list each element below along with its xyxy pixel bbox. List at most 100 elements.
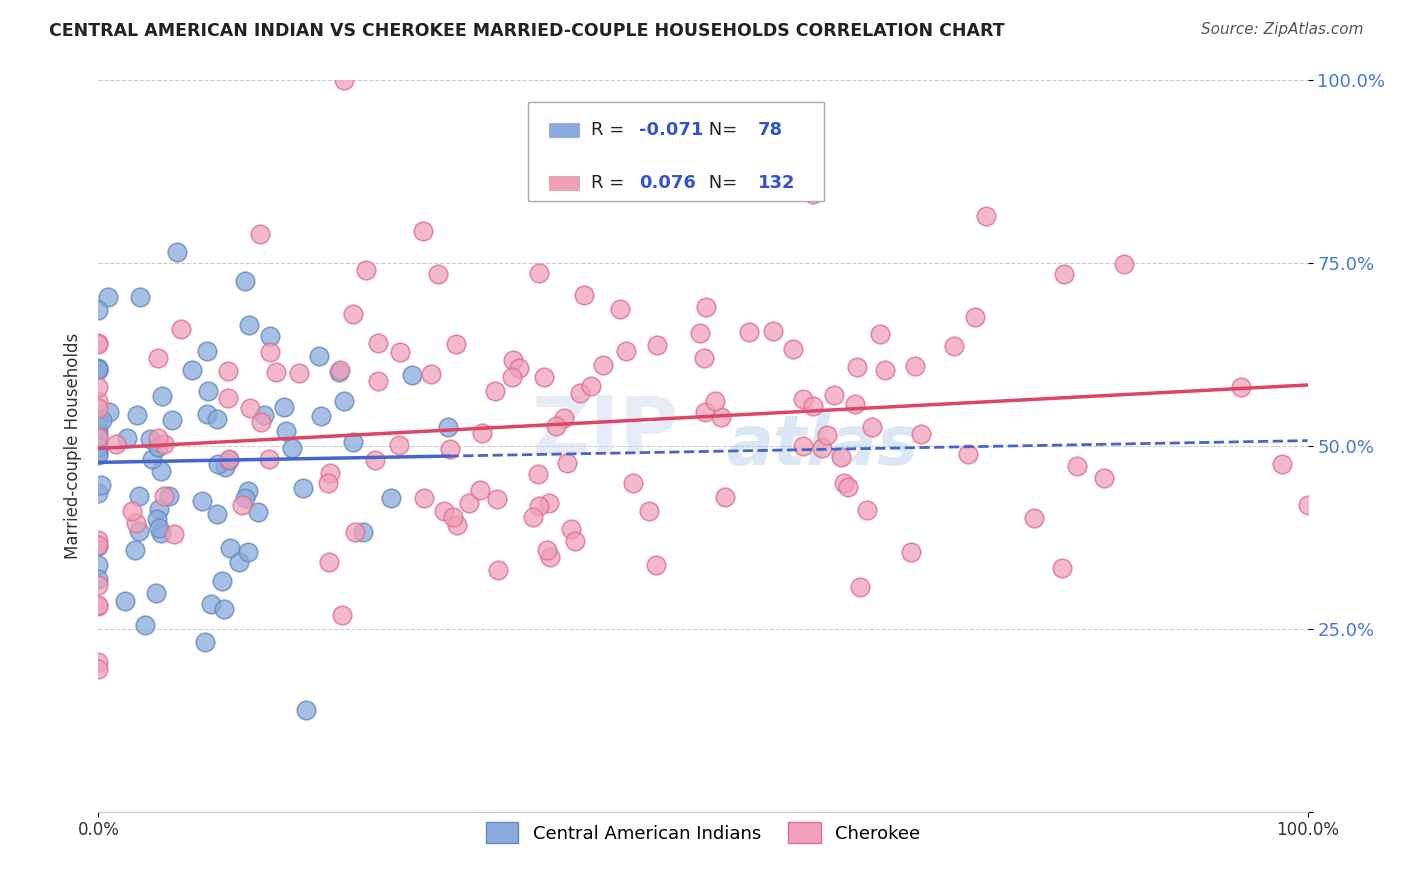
Point [128,290,150,304]
Point [965,310,987,324]
Point [412,224,434,238]
Text: CENTRAL AMERICAN INDIAN VS CHEROKEE MARRIED-COUPLE HOUSEHOLDS CORRELATION CHART: CENTRAL AMERICAN INDIAN VS CHEROKEE MARR… [49,22,1005,40]
Point [231,499,253,513]
Point [200,597,222,611]
Point [87,401,110,415]
Point [943,339,966,353]
Point [484,384,506,399]
Point [388,345,411,359]
Point [527,467,550,482]
Point [87,449,110,463]
Point [343,525,366,540]
Point [832,475,855,490]
Point [401,368,423,382]
Y-axis label: Married-couple Households: Married-couple Households [63,333,82,559]
Point [97,290,120,304]
Point [860,420,883,434]
Point [87,533,110,548]
Point [527,499,550,513]
Point [246,505,269,519]
Point [956,447,979,461]
Point [207,457,229,471]
Point [87,655,110,669]
Point [233,274,256,288]
FancyBboxPatch shape [527,103,824,201]
Point [437,420,460,434]
Point [845,360,868,375]
Point [811,441,834,455]
Point [501,369,523,384]
Point [127,408,149,422]
Point [87,439,110,453]
Point [900,545,922,559]
Point [710,409,733,424]
Point [830,450,852,464]
Point [609,124,631,138]
Point [163,527,186,541]
Point [446,518,468,533]
Point [703,393,725,408]
Point [380,491,402,505]
Point [645,558,668,572]
Point [1066,459,1088,474]
Point [426,267,449,281]
Point [117,431,139,445]
Point [782,342,804,356]
Point [544,419,567,434]
Point [273,400,295,414]
Point [333,394,356,409]
Point [904,359,927,374]
Point [441,509,464,524]
Point [121,504,143,518]
Point [714,490,737,504]
Point [214,459,236,474]
Point [125,516,148,531]
Point [801,399,824,413]
Point [486,563,509,577]
FancyBboxPatch shape [550,123,579,136]
Point [815,427,838,442]
Point [166,245,188,260]
Point [329,363,352,377]
Point [974,209,997,223]
Point [87,424,110,438]
Point [1230,380,1253,394]
Point [502,353,524,368]
Point [146,351,169,366]
Point [695,300,717,314]
Point [87,446,110,460]
Point [238,318,260,333]
Point [522,509,544,524]
Point [87,440,110,454]
Point [311,409,333,424]
Point [87,336,110,351]
Point [387,438,409,452]
Point [910,427,932,442]
Point [87,394,110,409]
Point [875,362,897,376]
Point [792,439,814,453]
Point [693,351,716,366]
Point [148,521,170,535]
Point [91,412,114,426]
Text: R =: R = [591,174,630,193]
Point [609,301,631,316]
Point [160,413,183,427]
Point [1271,457,1294,471]
Point [249,227,271,241]
Point [295,703,318,717]
Point [527,266,550,280]
Point [194,635,217,649]
Point [592,359,614,373]
Point [146,440,169,454]
Point [533,370,555,384]
Point [1296,499,1319,513]
Point [87,336,110,351]
Point [134,618,156,632]
Point [259,329,281,343]
Point [318,476,340,491]
Point [439,442,461,457]
Point [90,478,112,492]
Text: N=: N= [703,174,744,193]
Point [195,343,218,358]
